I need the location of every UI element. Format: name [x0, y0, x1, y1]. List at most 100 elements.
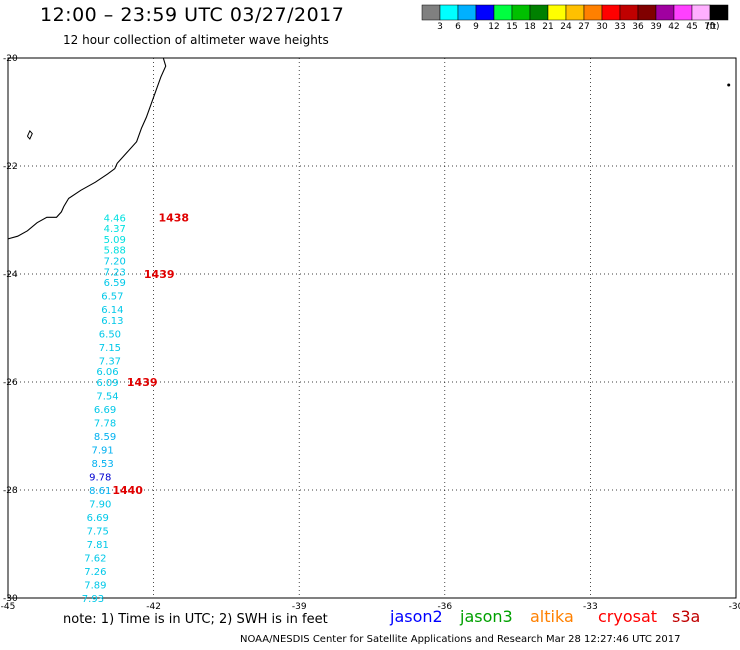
wave-height-label: 8.59: [94, 432, 116, 443]
time-label: 1440: [112, 484, 143, 497]
legend-swatch: [457, 4, 477, 21]
legend-label: 36: [632, 22, 644, 32]
lat-tick-label: -22: [3, 162, 18, 172]
coastline-path: [7, 57, 167, 240]
wave-height-label: 6.09: [96, 378, 118, 389]
wave-height-label: 5.09: [104, 235, 126, 246]
wave-height-label: 7.93: [82, 594, 104, 605]
legend-label: 42: [668, 22, 680, 32]
wave-height-label: 8.61: [89, 486, 111, 497]
legend-swatch: [511, 4, 531, 21]
legend-label: 12: [488, 22, 500, 32]
legend-swatch: [583, 4, 603, 21]
wave-height-label: 6.69: [87, 513, 109, 524]
wave-height-points: 4.464.375.095.887.207.236.59 6.57 6.146.13…: [82, 213, 126, 605]
lat-tick-label: -20: [3, 54, 18, 64]
legend-swatch: [475, 4, 495, 21]
legend-swatch: [655, 4, 675, 21]
island-dot: [727, 83, 731, 87]
wave-height-label: 6.14: [101, 305, 123, 316]
wave-height-label: 7.37: [99, 356, 121, 367]
satellite-cryosat: cryosat: [598, 607, 658, 626]
legend-label: 3: [437, 22, 443, 32]
lon-tick-label: -33: [583, 602, 598, 612]
wave-height-label: 7.81: [87, 540, 109, 551]
time-label: 1439: [144, 268, 175, 281]
wave-height-label: 4.37: [104, 224, 126, 235]
legend-label: 27: [578, 22, 590, 32]
wave-height-label: 6.57: [101, 292, 123, 303]
legend-swatch: [601, 4, 621, 21]
legend-swatch: [637, 4, 657, 21]
graticule: -45 -42 -39 -36 -33 -30 -20 -22 -24 -26 -28 -30: [1, 54, 740, 612]
lon-tick-label: -39: [292, 602, 307, 612]
wave-height-label: 9.78: [89, 473, 111, 484]
legend-unit: (ft): [706, 22, 720, 32]
legend-label: 9: [473, 22, 479, 32]
legend-swatch: [439, 4, 459, 21]
wave-height-label: 7.89: [84, 581, 106, 592]
wave-height-label: 7.23: [104, 267, 126, 278]
lat-tick-label: -30: [3, 594, 18, 604]
legend-label: 21: [542, 22, 554, 32]
legend-label: 39: [650, 22, 662, 32]
wave-height-label: 7.15: [99, 343, 121, 354]
page-subtitle: 12 hour collection of altimeter wave hei…: [63, 33, 329, 47]
legend-label: 45: [686, 22, 698, 32]
footer-note: note: 1) Time is in UTC; 2) SWH is in fe…: [63, 612, 328, 627]
legend-label: 30: [596, 22, 608, 32]
island-outline: [26, 129, 33, 140]
lon-tick-label: -30: [729, 602, 740, 612]
legend-swatch: [565, 4, 585, 21]
legend-swatch: [673, 4, 693, 21]
legend-swatch: [709, 4, 729, 21]
lon-tick-label: -45: [1, 602, 16, 612]
wave-height-label: 4.46: [104, 213, 126, 224]
legend-label: 18: [524, 22, 536, 32]
page-title: 12:00 – 23:59 UTC 03/27/2017: [40, 4, 345, 26]
wave-height-label: 7.90: [89, 500, 111, 511]
wave-height-label: 6.59: [104, 278, 126, 289]
wave-height-label: 7.62: [84, 554, 106, 565]
legend-label: 6: [455, 22, 461, 32]
time-label: 1438: [158, 211, 189, 224]
wave-height-label: 7.78: [94, 419, 116, 430]
time-label: 1439: [127, 376, 158, 389]
satellite-altika: altika: [530, 607, 574, 626]
footer-credit: NOAA/NESDIS Center for Satellite Applica…: [240, 634, 681, 645]
lat-tick-label: -26: [3, 378, 18, 388]
wave-height-label: 7.91: [92, 446, 114, 457]
wave-height-label: 7.26: [84, 567, 106, 578]
coastline: [7, 57, 731, 240]
legend-swatch: [547, 4, 567, 21]
satellite-jason3: jason3: [460, 607, 513, 626]
lat-tick-label: -24: [3, 270, 18, 280]
color-legend: [421, 4, 729, 21]
legend-swatch: [691, 4, 711, 21]
wave-height-label: 7.54: [96, 392, 118, 403]
legend-swatch: [493, 4, 513, 21]
wave-height-label: 7.20: [104, 257, 126, 268]
legend-swatch: [529, 4, 549, 21]
satellite-jason2: jason2: [390, 607, 443, 626]
lon-tick-label: -36: [437, 602, 452, 612]
satellite-s3a: s3a: [672, 607, 701, 626]
wave-height-label: 7.75: [87, 527, 109, 538]
wave-height-label: 5.88: [104, 246, 126, 257]
wave-height-label: 6.13: [101, 316, 123, 327]
wave-height-label: 6.69: [94, 405, 116, 416]
wave-height-label: 6.06: [96, 367, 118, 378]
wave-height-label: 8.53: [92, 459, 114, 470]
legend-swatch: [421, 4, 441, 21]
legend-label: 24: [560, 22, 572, 32]
legend-swatch: [619, 4, 639, 21]
legend-label: 33: [614, 22, 626, 32]
map-frame: [7, 57, 737, 599]
legend-label: 15: [506, 22, 518, 32]
wave-height-label: 6.50: [99, 329, 121, 340]
legend-label: 70: [704, 22, 716, 32]
time-labels: 1438 1439 1439 1440: [112, 211, 189, 497]
lon-tick-label: -42: [146, 602, 161, 612]
